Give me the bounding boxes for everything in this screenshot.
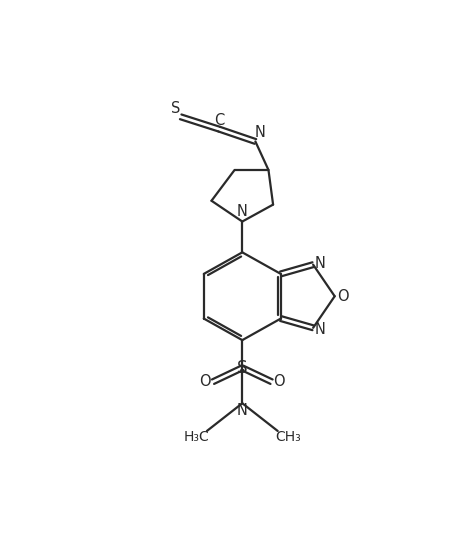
Text: N: N (315, 322, 325, 337)
Text: CH₃: CH₃ (275, 430, 301, 444)
Text: S: S (237, 359, 248, 377)
Text: O: O (338, 289, 349, 304)
Text: N: N (315, 256, 325, 271)
Text: N: N (237, 204, 248, 219)
Text: C: C (214, 113, 224, 128)
Text: N: N (255, 125, 265, 140)
Text: O: O (274, 374, 285, 389)
Text: O: O (200, 374, 211, 389)
Text: H₃C: H₃C (183, 430, 209, 444)
Text: N: N (237, 404, 248, 419)
Text: S: S (171, 101, 181, 116)
